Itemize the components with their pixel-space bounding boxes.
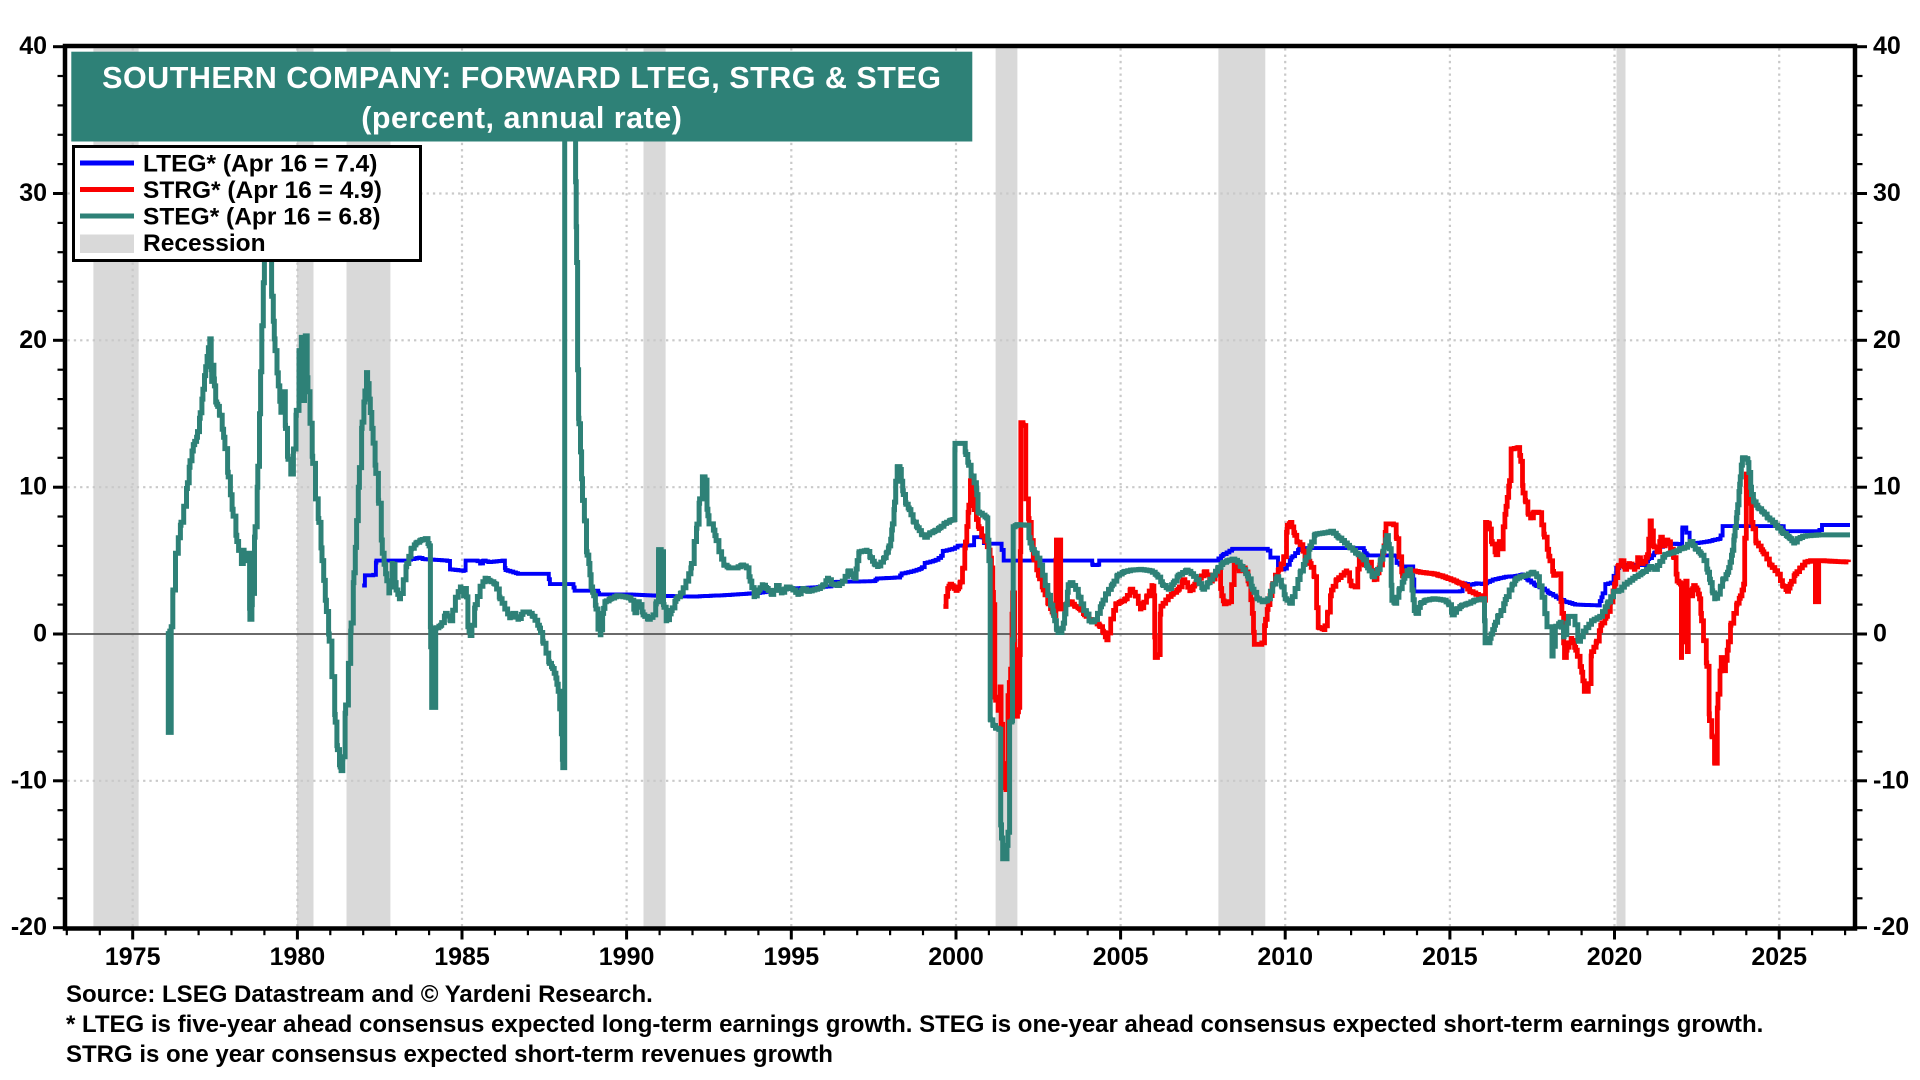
- svg-text:1985: 1985: [434, 943, 490, 971]
- svg-text:1980: 1980: [270, 943, 326, 971]
- svg-text:30: 30: [19, 179, 47, 207]
- svg-text:(percent, annual rate): (percent, annual rate): [361, 101, 682, 135]
- svg-text:2010: 2010: [1257, 943, 1313, 971]
- svg-text:2015: 2015: [1422, 943, 1478, 971]
- svg-text:STRG is one year consensus exp: STRG is one year consensus expected shor…: [66, 1041, 833, 1068]
- svg-text:2020: 2020: [1587, 943, 1643, 971]
- svg-text:-10: -10: [1873, 766, 1909, 794]
- svg-text:-20: -20: [1873, 913, 1909, 941]
- svg-text:2000: 2000: [928, 943, 984, 971]
- svg-text:0: 0: [1873, 620, 1887, 648]
- svg-text:1995: 1995: [763, 943, 819, 971]
- svg-text:STEG* (Apr 16 = 6.8): STEG* (Apr 16 = 6.8): [143, 204, 381, 231]
- svg-text:2025: 2025: [1751, 943, 1807, 971]
- svg-text:2005: 2005: [1093, 943, 1149, 971]
- svg-text:1990: 1990: [599, 943, 655, 971]
- svg-text:30: 30: [1873, 179, 1901, 207]
- svg-text:10: 10: [1873, 473, 1901, 501]
- svg-text:40: 40: [19, 32, 47, 60]
- svg-text:-20: -20: [11, 913, 47, 941]
- svg-text:0: 0: [33, 620, 47, 648]
- svg-text:Source: LSEG Datastream and ©: Source: LSEG Datastream and © Yardeni Re…: [66, 981, 653, 1008]
- svg-text:20: 20: [1873, 326, 1901, 354]
- svg-text:10: 10: [19, 473, 47, 501]
- svg-text:-10: -10: [11, 766, 47, 794]
- svg-text:Recession: Recession: [143, 230, 266, 257]
- svg-text:1975: 1975: [105, 943, 161, 971]
- svg-text:* LTEG is five-year ahead cons: * LTEG is five-year ahead consensus expe…: [66, 1011, 1763, 1038]
- svg-text:STRG* (Apr 16 = 4.9): STRG* (Apr 16 = 4.9): [143, 177, 382, 204]
- svg-text:20: 20: [19, 326, 47, 354]
- svg-text:LTEG* (Apr 16 = 7.4): LTEG* (Apr 16 = 7.4): [143, 151, 377, 178]
- svg-text:40: 40: [1873, 32, 1901, 60]
- svg-text:SOUTHERN COMPANY: FORWARD LTEG: SOUTHERN COMPANY: FORWARD LTEG, STRG & S…: [102, 61, 941, 95]
